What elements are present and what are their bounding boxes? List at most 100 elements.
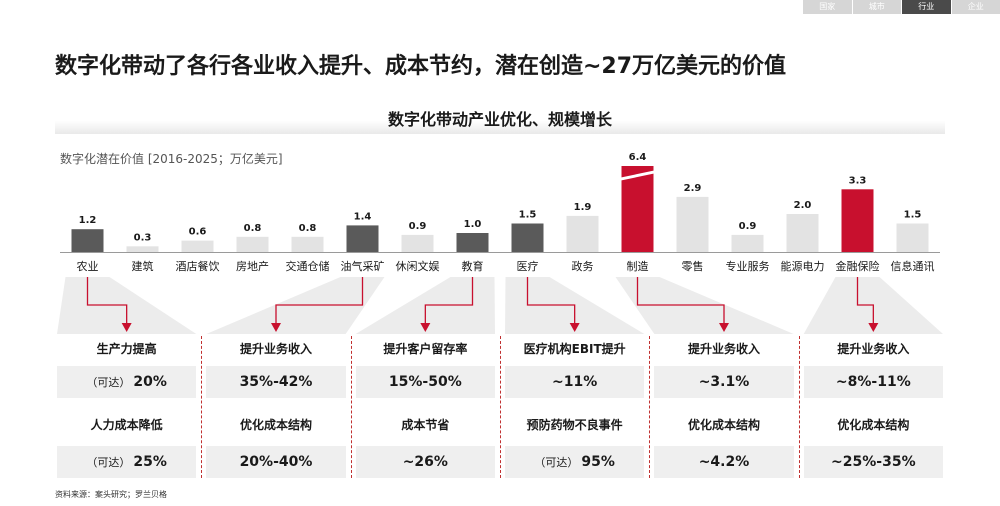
category-label-油气采矿: 油气采矿 <box>341 259 385 273</box>
arrow-油气采矿 <box>275 277 364 325</box>
value-qualifier: （可达） <box>86 456 131 469</box>
bar-房地产 <box>236 236 269 252</box>
panel-metric-label: 优化成本结构 <box>654 412 794 436</box>
bar-油气采矿 <box>346 225 379 252</box>
panel-metric-label: 预防药物不良事件 <box>505 412 645 436</box>
value-text: ~3.1% <box>698 374 750 390</box>
data-label-政务: 1.9 <box>574 202 592 213</box>
data-label-制造: 6.4 <box>629 152 647 163</box>
value-text: ~4.2% <box>698 454 750 470</box>
panel-metric-value: ~8%-11% <box>803 366 943 398</box>
bar-医疗 <box>511 223 544 252</box>
page-title: 数字化带动了各行各业收入提升、成本节约，潜在创造~27万亿美元的价值 <box>55 54 787 79</box>
value-text: 35%-42% <box>239 374 313 390</box>
data-label-休闲文娱: 0.9 <box>409 221 427 232</box>
panel-metric-value: ~3.1% <box>654 366 794 398</box>
value-text: ~8%-11% <box>835 374 911 390</box>
nav-tab-enterprise[interactable]: 企业 <box>950 0 1000 14</box>
value-text: ~11% <box>552 374 598 390</box>
value-qualifier: （可达） <box>86 376 131 389</box>
bar-建筑 <box>126 246 159 252</box>
panel-metric-value: （可达） 95% <box>505 446 645 478</box>
category-label-政务: 政务 <box>572 259 594 273</box>
category-label-休闲文娱: 休闲文娱 <box>396 259 440 273</box>
panel-metric-label: 优化成本结构 <box>206 412 346 436</box>
panel-metric-value: （可达） 25% <box>57 446 197 478</box>
panel-metric-value: 35%-42% <box>206 366 346 398</box>
bar-农业 <box>71 229 104 252</box>
value-text: 20% <box>133 374 167 390</box>
arrow-制造 <box>636 277 725 325</box>
data-label-建筑: 0.3 <box>134 232 152 243</box>
value-text: ~26% <box>402 454 448 470</box>
nav-tab-country[interactable]: 国家 <box>802 0 852 14</box>
data-label-信息通讯: 1.5 <box>904 210 922 221</box>
data-label-农业: 1.2 <box>79 215 97 226</box>
arrow-教育 <box>424 277 474 325</box>
value-text: ~25%-35% <box>831 454 916 470</box>
panel-metric-label: 生产力提高 <box>57 336 197 360</box>
nav-tab-city[interactable]: 城市 <box>851 0 901 14</box>
panel-metric-label: 人力成本降低 <box>57 412 197 436</box>
arrow-农业 <box>86 277 128 325</box>
value-qualifier: （可达） <box>534 456 579 469</box>
category-label-建筑: 建筑 <box>132 259 154 273</box>
panel-metric-value: ~11% <box>505 366 645 398</box>
data-label-教育: 1.0 <box>464 219 482 230</box>
panel-divider <box>201 336 203 478</box>
bar-能源电力 <box>786 214 819 252</box>
arrow-head-油气采矿 <box>271 323 281 332</box>
category-label-教育: 教育 <box>462 259 484 273</box>
arrow-head-金融保险 <box>868 323 879 332</box>
data-label-房地产: 0.8 <box>244 223 262 234</box>
top-nav: 国家 城市 行业 企业 <box>802 0 1000 14</box>
source-note: 资料来源：案头研究；罗兰贝格 <box>55 490 167 499</box>
panel-metric-value: 20%-40% <box>206 446 346 478</box>
panel-metric-label: 医疗机构EBIT提升 <box>505 336 645 360</box>
category-label-房地产: 房地产 <box>236 259 269 273</box>
y-axis-title: 数字化潜在价值 [2016-2025；万亿美元] <box>60 152 283 166</box>
data-label-交通仓储: 0.8 <box>299 223 317 234</box>
panel-divider <box>500 336 501 478</box>
category-label-金融保险: 金融保险 <box>836 259 880 273</box>
panel-metric-label: 提升业务收入 <box>654 336 794 360</box>
arrow-head-教育 <box>420 323 431 332</box>
category-label-能源电力: 能源电力 <box>781 259 825 273</box>
nav-tab-industry[interactable]: 行业 <box>901 0 951 14</box>
value-text: 15%-50% <box>388 374 462 390</box>
data-label-酒店餐饮: 0.6 <box>189 227 207 238</box>
category-label-酒店餐饮: 酒店餐饮 <box>176 259 220 273</box>
bar-休闲文娱 <box>401 234 434 252</box>
bar-酒店餐饮 <box>181 240 214 252</box>
bar-政务 <box>566 215 599 252</box>
bar-信息通讯 <box>896 223 929 252</box>
bar-交通仓储 <box>291 236 324 252</box>
panel-metric-label: 优化成本结构 <box>803 412 943 436</box>
bar-零售 <box>676 196 709 252</box>
data-label-专业服务: 0.9 <box>739 221 757 232</box>
panel-metric-label: 成本节省 <box>355 412 495 436</box>
panel-metric-value: （可达） 20% <box>57 366 197 398</box>
panel-metric-value: ~25%-35% <box>803 446 943 478</box>
data-label-医疗: 1.5 <box>519 210 537 221</box>
bar-金融保险 <box>841 189 874 252</box>
subtitle-band <box>55 104 945 134</box>
category-label-制造: 制造 <box>627 259 649 273</box>
category-label-信息通讯: 信息通讯 <box>891 259 935 273</box>
bar-教育 <box>456 233 489 252</box>
panel-metric-value: ~26% <box>355 446 495 478</box>
chart-subtitle: 数字化带动产业优化、规模增长 <box>387 110 612 129</box>
category-label-医疗: 医疗 <box>517 259 539 273</box>
arrow-金融保险 <box>856 277 874 325</box>
value-text: 95% <box>581 454 615 470</box>
arrow-head-医疗 <box>569 323 580 332</box>
panel-metric-value: ~4.2% <box>654 446 794 478</box>
panel-metric-label: 提升客户留存率 <box>355 336 495 360</box>
data-label-零售: 2.9 <box>684 183 702 194</box>
bar-制造 <box>621 166 654 252</box>
panel-metric-value: 15%-50% <box>355 366 495 398</box>
category-label-专业服务: 专业服务 <box>726 259 770 273</box>
category-label-农业: 农业 <box>77 259 99 273</box>
category-label-零售: 零售 <box>682 259 704 273</box>
